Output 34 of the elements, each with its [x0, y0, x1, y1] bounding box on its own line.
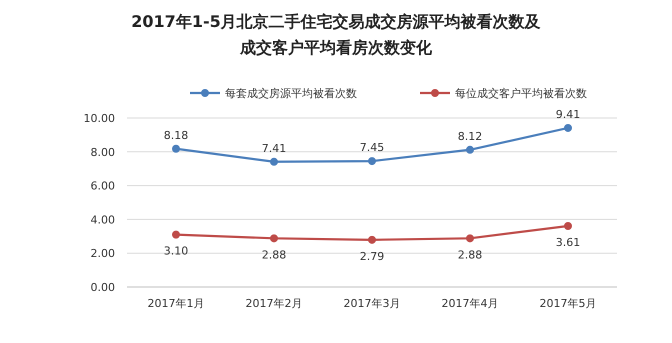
xtick: 2017年2月 — [246, 297, 302, 310]
point — [270, 158, 278, 166]
point — [172, 144, 180, 153]
point — [466, 234, 474, 242]
ytick: 4.00 — [90, 213, 115, 226]
data-label: 7.45 — [360, 141, 384, 154]
xtick: 2017年5月 — [540, 297, 596, 310]
data-label: 2.79 — [360, 250, 384, 263]
ytick: 2.00 — [90, 247, 115, 260]
data-label: 8.12 — [458, 130, 482, 143]
data-label: 2.88 — [458, 248, 482, 262]
title: 2017年1-5月北京二手住宅交易成交房源平均被看次数及成交客户平均看房次数变化 — [131, 12, 541, 57]
xtick: 2017年1月 — [148, 297, 204, 310]
legend-label: 每套成交房源平均被看次数 — [225, 87, 357, 100]
point — [466, 146, 474, 154]
point — [564, 124, 572, 132]
ytick: 6.00 — [90, 180, 115, 193]
data-label: 2.88 — [262, 248, 286, 262]
data-label: 7.41 — [262, 142, 286, 155]
xtick: 2017年3月 — [344, 297, 400, 310]
data-label: 8.18 — [164, 128, 188, 142]
point — [368, 157, 376, 166]
point — [564, 222, 572, 230]
point — [368, 236, 376, 244]
ytick: 10.00 — [84, 112, 115, 125]
legend-label: 每位成交客户平均被看次数 — [455, 87, 587, 100]
ytick: 0.00 — [90, 281, 115, 294]
point — [172, 230, 180, 239]
data-label: 9.41 — [556, 108, 580, 121]
point — [270, 234, 278, 242]
xtick: 2017年4月 — [442, 297, 498, 310]
ytick: 8.00 — [90, 146, 115, 159]
data-label: 3.10 — [164, 244, 188, 258]
data-label: 3.61 — [556, 236, 580, 249]
